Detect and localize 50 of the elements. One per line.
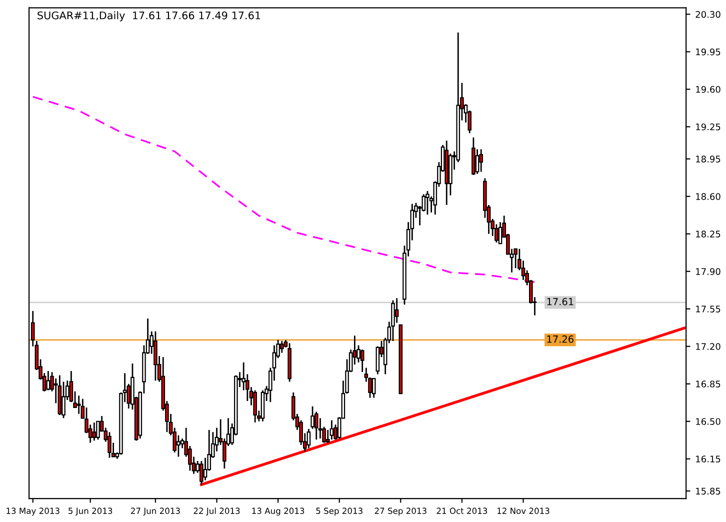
candlestick [475, 148, 480, 175]
candlestick [200, 460, 204, 486]
x-tick-label: 13 May 2013 [6, 508, 60, 516]
y-tick-label: 18.25 [696, 230, 720, 238]
x-tick-label: 27 Sep 2013 [374, 508, 426, 516]
y-tick-label: 16.50 [696, 418, 720, 425]
candlestick [498, 221, 502, 244]
x-tick-label: 21 Oct 2013 [436, 508, 488, 514]
candlestick [280, 340, 284, 354]
y-tick-label: 19.95 [696, 48, 720, 56]
candlestick [46, 370, 50, 391]
candlestick [154, 330, 158, 382]
candlestick [479, 148, 484, 172]
candlestick [330, 420, 334, 440]
candlestick [69, 370, 74, 403]
candlestick [372, 378, 376, 398]
y-tick-label: 15.85 [696, 488, 720, 495]
candlestick [108, 431, 112, 458]
y-tick-label: 16.15 [696, 456, 720, 462]
candlestick [306, 428, 311, 449]
candlestick [253, 390, 257, 424]
candlestick [360, 348, 364, 373]
candlestick [176, 434, 180, 458]
x-tick-label: 5 Jun 2013 [68, 508, 112, 516]
y-tick-label: 18.95 [696, 156, 720, 162]
x-tick-label: 22 Jul 2013 [194, 508, 240, 516]
chart-title: SUGAR#11,Daily 17.61 17.66 17.49 17.61 [38, 11, 260, 22]
candlestick [426, 190, 430, 216]
x-tick-label: 12 Nov 2013 [497, 508, 550, 514]
candlestick [92, 422, 96, 442]
y-tick-label: 20.30 [696, 10, 720, 18]
candlestick [514, 248, 518, 269]
candlestick [76, 394, 81, 415]
x-tick-label: 27 Jun 2013 [131, 508, 180, 516]
y-tick-label: 16.85 [696, 380, 720, 388]
candlestick [96, 420, 100, 440]
ref-line-label: 17.26 [547, 335, 574, 343]
line-series [32, 96, 536, 283]
candlestick [391, 300, 395, 342]
candlestick [310, 406, 314, 430]
ref-line-label: 17.61 [547, 298, 574, 306]
x-tick-label: 13 Aug 2013 [252, 508, 304, 516]
y-tick-label: 19.60 [696, 86, 720, 93]
y-tick-label: 17.90 [696, 268, 720, 275]
x-tick-label: 5 Sep 2013 [316, 508, 362, 516]
candlestick [394, 297, 399, 324]
y-tick-label: 17.55 [696, 306, 720, 312]
y-tick-label: 19.25 [696, 123, 720, 130]
y-tick-label: 17.20 [696, 343, 720, 350]
y-tick-label: 18.60 [696, 193, 720, 200]
